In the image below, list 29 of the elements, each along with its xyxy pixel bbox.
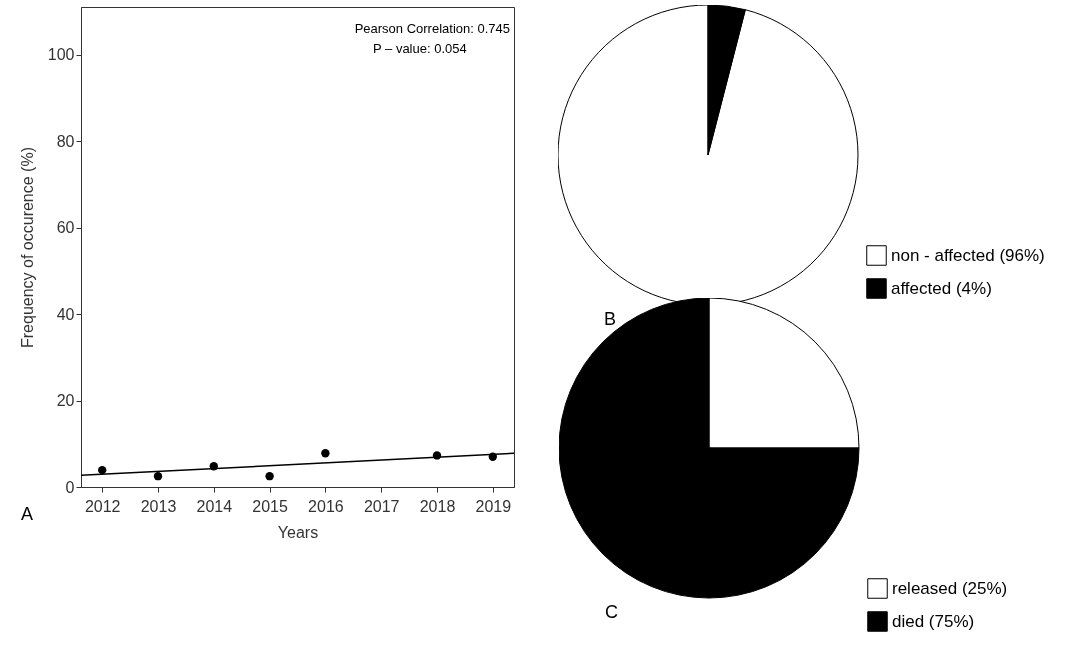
x-tick-label: 2012 — [84, 497, 121, 515]
point — [321, 449, 330, 458]
y-tick-label: 60 — [56, 219, 75, 237]
point — [265, 472, 274, 481]
y-tick-label: 0 — [65, 478, 75, 496]
y-tick-label: 20 — [56, 392, 75, 410]
x-tick-label: 2017 — [363, 497, 400, 515]
annotation: Pearson Correlation: 0.745 — [354, 21, 510, 36]
x-tick-label: 2019 — [475, 497, 512, 515]
x-tick-label: 2016 — [308, 497, 344, 515]
y-axis-title: Frequency of occurence (%) — [18, 147, 36, 348]
legend-label: released (25%) — [892, 578, 1008, 598]
legend-label: affected (4%) — [891, 278, 992, 298]
legend-label: died (75%) — [892, 611, 975, 631]
point — [98, 465, 107, 475]
x-tick-label: 2013 — [140, 497, 177, 515]
text: A — [21, 504, 34, 524]
x-tick-label: 2018 — [419, 497, 456, 515]
x-tick-label: 2015 — [252, 497, 288, 515]
x-axis-title: Years — [277, 523, 319, 541]
text: C — [605, 602, 618, 622]
text: B — [604, 309, 617, 329]
y-tick-label: 100 — [47, 46, 75, 64]
annotation: P – value: 0.054 — [373, 41, 467, 56]
legend-label: non - affected (96%) — [891, 245, 1045, 265]
x-tick-label: 2014 — [196, 497, 233, 515]
y-tick-label: 80 — [56, 132, 75, 150]
y-tick-label: 40 — [56, 305, 75, 323]
point — [153, 472, 163, 481]
